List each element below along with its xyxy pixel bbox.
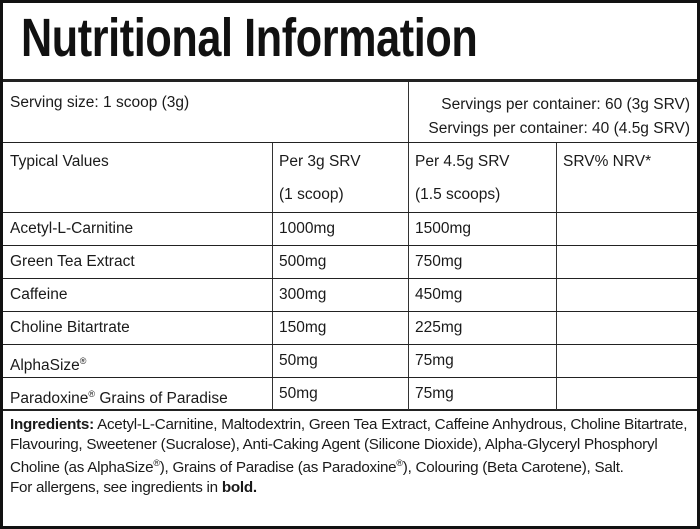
divider xyxy=(3,409,697,411)
nutrient-amount: 50mg xyxy=(279,385,318,402)
nutrient-amount: 50mg xyxy=(279,352,318,369)
column-header: Per 4.5g SRV xyxy=(415,153,510,170)
nutrient-name: Paradoxine® Grains of Paradise xyxy=(10,389,228,407)
nutrient-amount: 1000mg xyxy=(279,220,336,237)
servings-per-container: Servings per container: 40 (4.5g SRV) xyxy=(428,120,690,137)
column-divider xyxy=(272,143,273,410)
nutrient-name: Green Tea Extract xyxy=(10,253,135,270)
allergen-note: For allergens, see ingredients in xyxy=(10,478,218,496)
column-divider xyxy=(408,143,409,410)
column-header: SRV% NRV* xyxy=(563,153,652,170)
servings-per-container: Servings per container: 60 (3g SRV) xyxy=(441,96,690,113)
divider xyxy=(3,79,697,82)
column-header: (1.5 scoops) xyxy=(415,186,501,203)
title: Nutritional Information xyxy=(21,8,478,68)
row-divider xyxy=(3,245,697,246)
nutrient-name: AlphaSize® xyxy=(10,356,87,374)
row-divider xyxy=(3,344,697,345)
nutrient-name: Choline Bitartrate xyxy=(10,319,130,336)
nutrient-amount: 225mg xyxy=(415,319,463,336)
column-header: Per 3g SRV xyxy=(279,153,361,170)
nutrient-name: Acetyl-L-Carnitine xyxy=(10,220,134,237)
ingredients: Ingredients: Acetyl-L-Carnitine, Maltode… xyxy=(10,415,691,497)
nutrient-name: Caffeine xyxy=(10,286,68,303)
nutrient-amount: 500mg xyxy=(279,253,327,270)
ingredients-text: Acetyl-L-Carnitine, Maltodextrin, Green … xyxy=(10,416,688,476)
ingredients-label: Ingredients: xyxy=(10,416,94,433)
divider xyxy=(3,142,697,143)
serving-size: Serving size: 1 scoop (3g) xyxy=(10,94,190,111)
nutrient-amount: 750mg xyxy=(415,253,463,270)
nutrient-amount: 450mg xyxy=(415,286,463,303)
nutrient-amount: 75mg xyxy=(415,352,454,369)
row-divider xyxy=(3,278,697,279)
column-divider xyxy=(556,143,557,410)
allergen-bold: bold. xyxy=(221,478,257,496)
nutrient-amount: 75mg xyxy=(415,385,454,402)
row-divider xyxy=(3,212,697,213)
row-divider xyxy=(3,377,697,378)
nutrient-amount: 300mg xyxy=(279,286,327,303)
column-header: (1 scoop) xyxy=(279,186,344,203)
nutrient-amount: 150mg xyxy=(279,319,327,336)
row-divider xyxy=(3,311,697,312)
divider xyxy=(408,82,409,142)
nutrient-amount: 1500mg xyxy=(415,220,472,237)
column-header: Typical Values xyxy=(10,153,109,170)
